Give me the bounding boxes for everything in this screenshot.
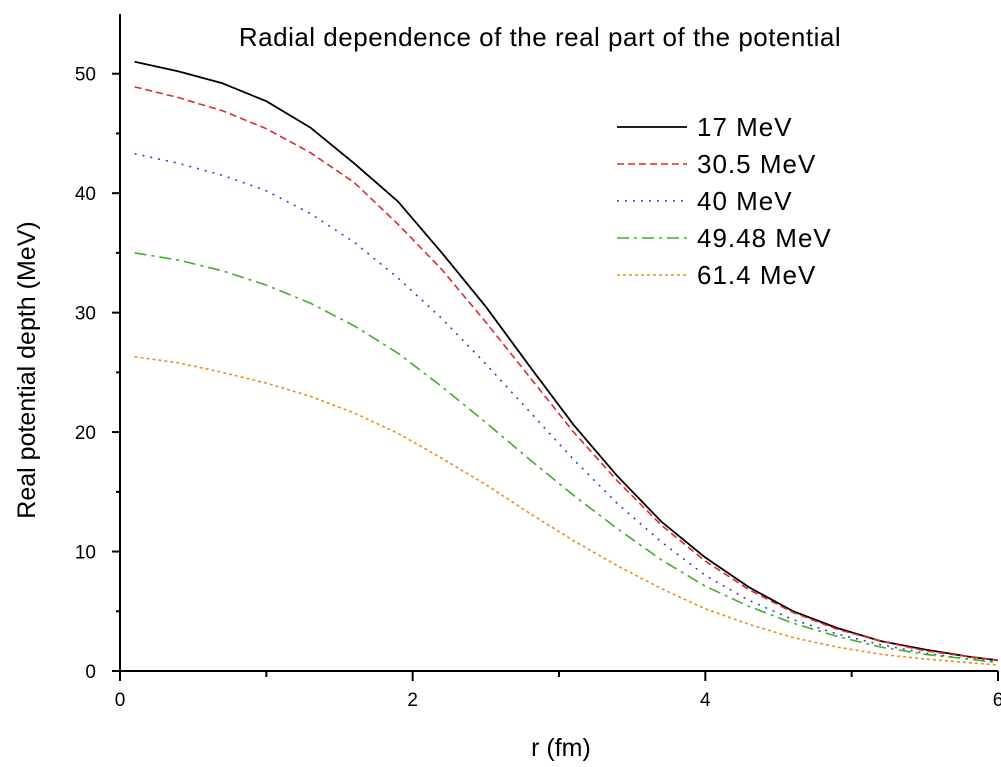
legend: 17 MeV 30.5 MeV 40 MeV 49.48 MeV 61.4 MeV <box>617 112 832 290</box>
chart-title: Radial dependence of the real part of th… <box>239 22 841 52</box>
y-tick-label: 40 <box>75 184 96 205</box>
y-tick-label: 10 <box>75 543 96 564</box>
x-tick-label: 4 <box>700 690 711 711</box>
series-line-30-5-mev <box>134 86 999 662</box>
series-line-49-48-mev <box>134 252 999 664</box>
legend-label-30-5-mev: 30.5 MeV <box>697 149 816 179</box>
x-axis-label: r (fm) <box>531 734 591 762</box>
x-tick-label: 0 <box>115 690 126 711</box>
legend-label-17-mev: 17 MeV <box>697 112 793 142</box>
x-tick-label: 2 <box>407 690 418 711</box>
y-tick-label: 20 <box>75 423 96 444</box>
series-line-17-mev <box>134 60 999 662</box>
y-axis-label: Real potential depth (MeV) <box>13 221 41 518</box>
legend-label-40-mev: 40 MeV <box>697 186 793 216</box>
y-tick-label: 50 <box>75 65 96 86</box>
series-line-61-4-mev <box>134 356 999 666</box>
axes-layer: 0 10 20 30 40 50 0 2 4 6 <box>75 14 1001 711</box>
legend-label-49-48-mev: 49.48 MeV <box>697 223 832 253</box>
series-line-40-mev <box>134 152 999 663</box>
series-layer <box>134 60 999 666</box>
legend-label-61-4-mev: 61.4 MeV <box>697 260 816 290</box>
x-tick-label: 6 <box>993 690 1001 711</box>
y-tick-label: 0 <box>85 662 96 683</box>
y-tick-label: 30 <box>75 304 96 325</box>
